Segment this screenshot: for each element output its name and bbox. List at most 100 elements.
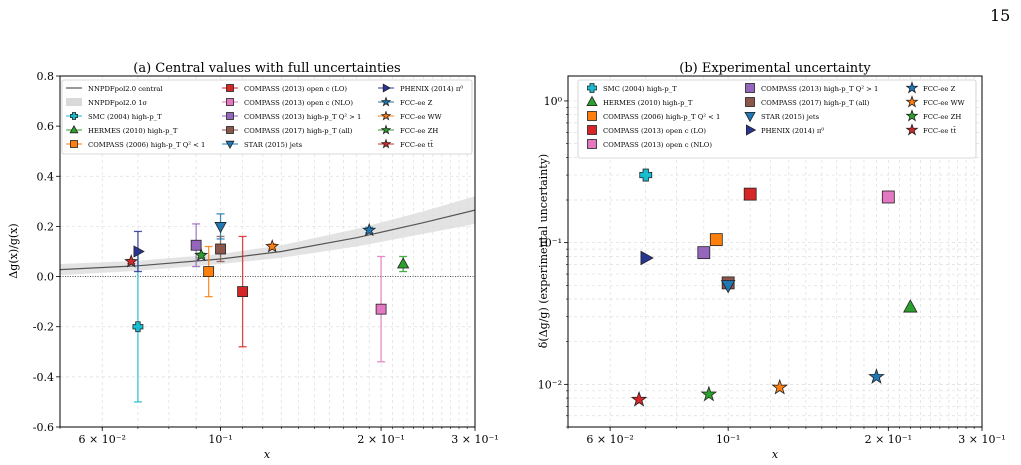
legend-marker-phenix-2014 [746, 124, 757, 136]
legend-label-hermes-2010-high-p-t: HERMES (2010) high-p_T [603, 99, 693, 107]
point-fcc-ee-ww [771, 378, 789, 395]
legend-marker-fcc-ee-ww [380, 110, 392, 121]
legend-label-nnpdfpol2-0-1: NNPDFpol2.0 1σ [88, 99, 148, 107]
legend-label-fcc-ee-zh: FCC-ee ZH [400, 127, 438, 135]
legend-label-compass-2013-high-p-t-q-1: COMPASS (2013) high-p_T Q² > 1 [244, 113, 361, 121]
chart-b-title: (b) Experimental uncertainty [679, 61, 871, 76]
point-fcc-ee-tt [630, 390, 648, 407]
chart-a-ylabel: Δg(x)/g(x) [7, 223, 20, 278]
legend-marker-fcc-ee-ww [905, 95, 919, 108]
point-hermes-2010-high-p-t [903, 299, 918, 313]
point-fcc-ee-z [362, 222, 377, 237]
legend-label-fcc-ee-z: FCC-ee Z [923, 85, 956, 93]
point-fcc-ee-zh [700, 385, 718, 402]
chart-b-ytick-label: 10⁻¹ [538, 237, 562, 250]
chart-b-xlabel: x [772, 448, 779, 461]
legend-marker-compass-2013-open-c-lo [226, 84, 234, 92]
chart-a-ytick-label: -0.6 [33, 421, 54, 434]
legend-marker-fcc-ee-tt [905, 123, 919, 136]
chart-b-xtick-label: 10⁻¹ [716, 433, 740, 446]
legend-label-compass-2017-high-p-t-all: COMPASS (2017) high-p_T (all) [761, 99, 870, 107]
chart-a-legend [61, 79, 473, 155]
legend-marker-hermes-2010-high-p-t [586, 95, 598, 106]
chart-a-xtick-label: 2 × 10⁻¹ [357, 433, 404, 446]
legend-label-fcc-ee-tt: FCC-ee tt̄ [923, 126, 956, 135]
point-fcc-ee-ww [265, 239, 280, 253]
point-smc-2004-high-p-t [132, 321, 144, 333]
legend-marker-fcc-ee-zh [380, 124, 392, 135]
chart-a-ytick-label: 0.2 [37, 220, 55, 233]
legend-marker-compass-2013-open-c-nlo [587, 139, 597, 149]
legend-marker-compass-2013-high-p-t-q-1 [745, 83, 755, 93]
legend-label-compass-2006-high-p-t-q-1: COMPASS (2006) high-p_T Q² < 1 [603, 113, 720, 121]
legend-marker-fcc-ee-z [380, 96, 392, 107]
chart-a-plot-area [60, 196, 475, 403]
chart-a-ytick-label: 0.4 [37, 170, 55, 183]
chart-b-xtick-label: 2 × 10⁻¹ [865, 433, 912, 446]
legend-label-smc-2004-high-p-t: SMC (2004) high-p_T [88, 113, 162, 121]
point-compass-2006-high-p-t-q-1 [709, 233, 723, 247]
chart-a-title: (a) Central values with full uncertainti… [133, 61, 400, 76]
point-compass-2013-open-c-lo [743, 187, 757, 201]
point-compass-2006-high-p-t-q-1 [203, 266, 215, 277]
legend-swatch-band [66, 98, 82, 106]
chart-a-ytick-label: 0.6 [37, 120, 55, 133]
legend-label-star-2015-jets: STAR (2015) jets [761, 113, 820, 121]
legend-marker-smc-2004-high-p-t [587, 83, 597, 93]
chart-b-xtick-label: 6 × 10⁻² [586, 433, 633, 446]
point-compass-2013-open-c-nlo [881, 190, 895, 204]
legend-label-compass-2013-open-c-lo: COMPASS (2013) open c (LO) [603, 127, 706, 135]
uncertainty-band [60, 196, 475, 276]
legend-marker-hermes-2010-high-p-t [69, 124, 79, 134]
chart-b-xtick-label: 3 × 10⁻¹ [958, 433, 1005, 446]
legend-label-fcc-ee-tt: FCC-ee tt̄ [400, 140, 433, 149]
chart-a-xtick-label: 6 × 10⁻² [79, 433, 126, 446]
legend-marker-compass-2017-high-p-t-all [226, 126, 234, 134]
chart-a-ytick-label: -0.4 [33, 371, 54, 384]
legend-label-phenix-2014: PHENIX (2014) π⁰ [761, 127, 824, 135]
legend-label-smc-2004-high-p-t: SMC (2004) high-p_T [603, 85, 677, 93]
chart-a-ytick-label: 0.0 [37, 271, 55, 284]
legend-label-phenix-2014: PHENIX (2014) π⁰ [400, 85, 463, 93]
legend-label-compass-2006-high-p-t-q-1: COMPASS (2006) high-p_T Q² < 1 [88, 141, 205, 149]
legend-marker-fcc-ee-z [905, 81, 919, 94]
chart-b-legend [577, 79, 977, 159]
point-fcc-ee-zh [194, 247, 209, 262]
legend-label-fcc-ee-ww: FCC-ee WW [400, 113, 442, 121]
legend-label-fcc-ee-ww: FCC-ee WW [923, 99, 965, 107]
legend-label-compass-2013-high-p-t-q-1: COMPASS (2013) high-p_T Q² > 1 [761, 85, 878, 93]
chart-a-axes-frame [59, 75, 476, 428]
legend-marker-smc-2004-high-p-t [70, 112, 78, 120]
legend-marker-star-2015-jets [744, 112, 756, 123]
legend-marker-phenix-2014 [382, 83, 392, 93]
chart-a-legend-box [61, 79, 473, 155]
legend-label-star-2015-jets: STAR (2015) jets [244, 141, 303, 149]
point-smc-2004-high-p-t [639, 168, 653, 182]
chart-a-xlabel: x [264, 448, 271, 461]
chart-b-legend-box [577, 79, 977, 159]
point-compass-2017-high-p-t-all [215, 243, 226, 255]
legend-label-fcc-ee-zh: FCC-ee ZH [923, 113, 961, 121]
point-phenix-2014 [640, 250, 654, 266]
point-compass-2013-open-c-lo [237, 286, 249, 298]
chart-b-ytick-label: 10⁻² [538, 378, 562, 391]
point-compass-2013-high-p-t-q-1 [697, 246, 711, 260]
legend-marker-fcc-ee-tt [380, 138, 392, 149]
legend-marker-compass-2017-high-p-t-all [745, 97, 755, 107]
chart-b-ytick-label: 10⁰ [544, 95, 563, 108]
point-compass-2013-high-p-t-q-1 [190, 239, 202, 251]
legend-marker-compass-2013-high-p-t-q-1 [226, 112, 234, 120]
legend-label-compass-2013-open-c-nlo: COMPASS (2013) open c (NLO) [244, 99, 353, 107]
legend-label-compass-2013-open-c-nlo: COMPASS (2013) open c (NLO) [603, 141, 712, 149]
chart-b-plot-area [630, 168, 918, 407]
legend-label-nnpdfpol2-0-central: NNPDFpol2.0 central [88, 85, 163, 93]
legend-marker-compass-2013-open-c-nlo [226, 98, 234, 106]
legend-marker-star-2015-jets [225, 140, 235, 150]
point-star-2015-jets [720, 280, 736, 294]
page-number: 15 [990, 6, 1011, 25]
point-fcc-ee-z [868, 368, 885, 384]
chart-b-ylabel: δ(Δg/g) (experimental uncertainty) [537, 154, 550, 348]
legend-marker-compass-2006-high-p-t-q-1 [587, 111, 597, 121]
point-fcc-ee-tt [124, 254, 139, 268]
